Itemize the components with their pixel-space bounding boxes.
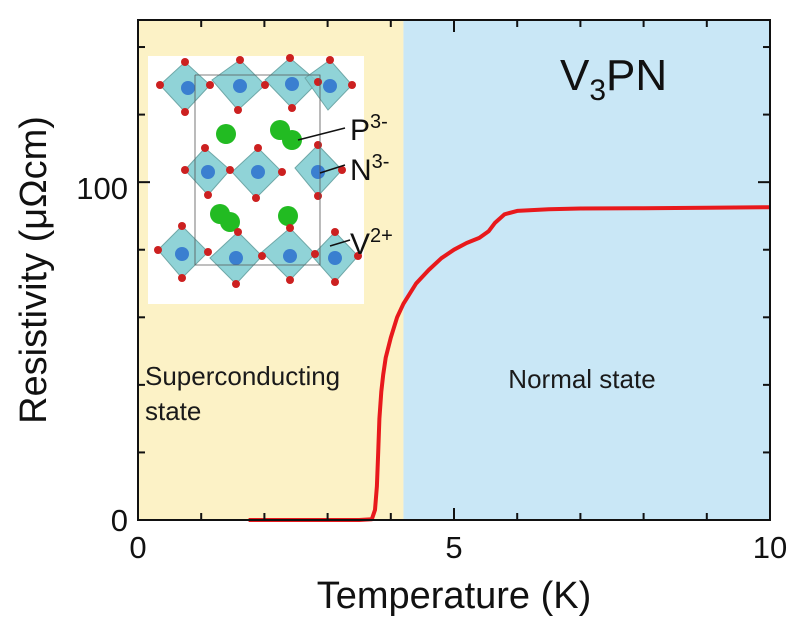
crystal-structure-inset: P3- N3- V2+ [148, 54, 393, 304]
superconducting-label-line2: state [145, 396, 201, 426]
x-tick-label-10: 10 [753, 530, 787, 565]
axis-ticks [137, 20, 771, 521]
resistivity-curve [248, 205, 771, 522]
superconducting-label: Superconducting [145, 361, 340, 391]
y-tick-label-100: 100 [76, 171, 128, 206]
ion-label-p: P3- [350, 111, 388, 147]
compound-label: V3PN [560, 51, 667, 107]
y-axis-title: Resistivity (μΩcm) [13, 116, 55, 424]
normal-state-label: Normal state [508, 364, 655, 394]
normal-state-region [403, 20, 770, 520]
x-axis-title: Temperature (K) [317, 575, 592, 617]
x-tick-label-0: 0 [129, 530, 146, 565]
y-tick-label-0: 0 [111, 503, 128, 538]
ion-label-n: N3- [350, 151, 389, 187]
x-tick-label-5: 5 [445, 530, 462, 565]
ion-label-v: V2+ [350, 225, 393, 261]
